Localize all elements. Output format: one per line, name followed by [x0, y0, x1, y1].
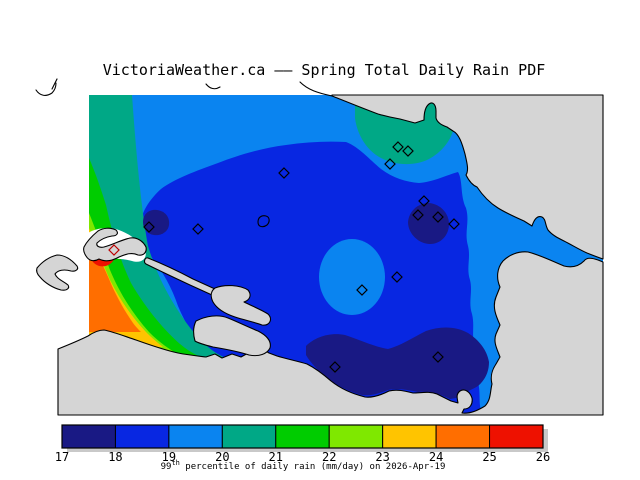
lake-outline — [257, 215, 270, 228]
colorbar-segment — [489, 424, 544, 449]
colorbar-caption: 99th percentile of daily rain (mm/day) o… — [161, 459, 446, 472]
colorbar-tick-label: 20 — [215, 450, 230, 464]
station-marker-layer — [108, 141, 460, 373]
colorbar-tick-label: 19 — [161, 450, 177, 464]
colorbar-tick-label: 22 — [321, 450, 337, 464]
station-marker — [329, 361, 341, 373]
colorbar-tick-label: 26 — [535, 450, 551, 464]
colorbar-segment — [168, 424, 223, 449]
chart-title: VictoriaWeather.ca —— Spring Total Daily… — [102, 61, 546, 79]
station-marker — [356, 284, 368, 296]
coastline-fragment-nw-tick — [51, 78, 58, 90]
station-marker — [192, 223, 204, 235]
colorbar-segment — [114, 424, 170, 449]
colorbar-tick-label: 23 — [375, 450, 390, 464]
contour-band-19-20-ellipse — [319, 239, 385, 315]
colorbar-segment — [435, 424, 491, 449]
colorbar-frame — [61, 424, 544, 449]
contour-band-17-18-south-blob — [306, 327, 489, 399]
station-marker — [432, 211, 444, 223]
land-south-strait — [57, 251, 604, 416]
caption-rest: percentile of daily rain (mm/day) on 202… — [179, 462, 446, 472]
coastline-fragment-nw-arc — [35, 82, 57, 96]
coastline-fragment-under-title — [205, 83, 221, 90]
colorbar-tick-label: 24 — [428, 450, 444, 464]
station-marker — [384, 158, 396, 170]
colorbar-segment — [382, 424, 437, 449]
station-marker — [412, 209, 424, 221]
station-marker — [448, 218, 460, 230]
colorbar-tick-label: 21 — [268, 450, 283, 464]
station-marker — [402, 145, 414, 157]
contour-band-17-18-west-blob — [143, 209, 170, 236]
contour-band-20-21-patch — [355, 102, 453, 165]
coastline-fragment-north — [299, 81, 333, 97]
station-marker — [108, 244, 120, 256]
contour-band-24-25-left — [89, 238, 141, 332]
station-marker — [278, 167, 290, 179]
land-sooke-basin — [83, 227, 147, 262]
station-marker — [143, 221, 155, 233]
caption-superscript: th — [171, 459, 180, 467]
land-west-spit — [36, 254, 79, 291]
colorbar-tick-label: 25 — [482, 450, 497, 464]
station-marker — [392, 141, 404, 153]
colorbar-tick-label: 17 — [54, 450, 70, 464]
colorbar — [61, 424, 544, 449]
colorbar-segment — [61, 424, 116, 449]
colorbar-segment — [221, 424, 277, 449]
land-northeast — [331, 94, 604, 260]
colorbar-segment — [328, 424, 384, 449]
colorbar-segment — [275, 424, 330, 449]
land-esquimalt — [193, 315, 271, 357]
station-marker — [391, 271, 403, 283]
station-marker — [432, 351, 444, 363]
land-victoria-harbour — [210, 285, 271, 326]
colorbar-tick-label: 18 — [108, 450, 123, 464]
station-marker — [418, 195, 430, 207]
caption-prefix: 99 — [160, 462, 172, 472]
